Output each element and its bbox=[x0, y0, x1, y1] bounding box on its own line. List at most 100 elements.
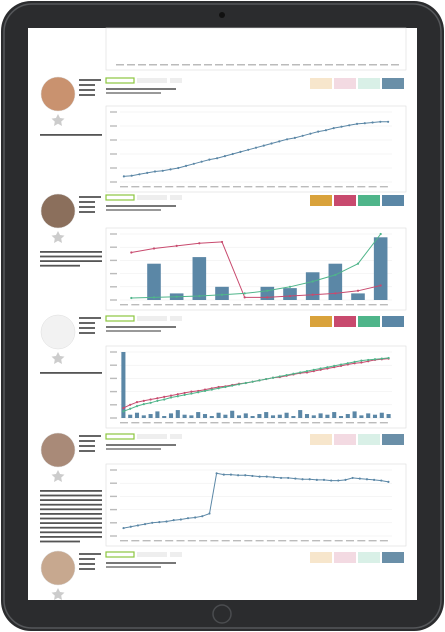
line-point bbox=[293, 136, 296, 139]
x-tick-label-placeholder bbox=[221, 540, 230, 542]
avatar[interactable] bbox=[40, 432, 76, 468]
x-tick-label-placeholder bbox=[244, 422, 253, 424]
axis-label-placeholder bbox=[281, 64, 289, 66]
post-text bbox=[40, 536, 102, 538]
bar bbox=[189, 415, 194, 418]
status-tag[interactable] bbox=[358, 78, 380, 89]
line-point bbox=[251, 474, 254, 478]
y-tick-label-placeholder bbox=[110, 181, 117, 183]
line-point bbox=[317, 130, 320, 133]
post-text bbox=[40, 526, 102, 529]
axis-label-placeholder bbox=[303, 64, 311, 66]
line-point bbox=[379, 284, 382, 287]
x-tick-label-placeholder bbox=[323, 422, 332, 424]
profile-text bbox=[79, 332, 95, 334]
tag bbox=[170, 434, 182, 439]
bar bbox=[121, 352, 126, 418]
y-tick-label-placeholder bbox=[110, 482, 117, 484]
post-text bbox=[40, 372, 102, 374]
line-point bbox=[197, 391, 200, 394]
line-point bbox=[271, 376, 275, 379]
line-point bbox=[203, 389, 207, 393]
profile-text bbox=[79, 553, 101, 555]
line-point bbox=[272, 476, 275, 479]
line-point bbox=[210, 388, 213, 391]
y-tick-label-placeholder bbox=[110, 299, 117, 301]
bar bbox=[128, 414, 133, 418]
bar bbox=[352, 411, 357, 418]
avatar[interactable] bbox=[40, 550, 76, 586]
x-tick-label-placeholder bbox=[153, 540, 162, 542]
line-point bbox=[135, 401, 139, 404]
line-series bbox=[123, 357, 389, 412]
profile-text bbox=[79, 201, 95, 203]
line-point bbox=[351, 476, 354, 480]
status-tag[interactable] bbox=[358, 552, 380, 563]
x-tick-label-placeholder bbox=[210, 304, 219, 306]
x-tick-label-placeholder bbox=[368, 186, 377, 188]
line-point bbox=[190, 390, 193, 393]
line-point bbox=[319, 367, 322, 370]
y-tick-label-placeholder bbox=[110, 495, 117, 498]
home-button[interactable] bbox=[212, 604, 232, 624]
bar bbox=[155, 411, 160, 418]
line-point bbox=[344, 478, 347, 481]
status-tag[interactable] bbox=[334, 195, 356, 206]
status-tag[interactable] bbox=[310, 195, 332, 206]
x-tick-label-placeholder bbox=[266, 422, 275, 424]
line-point bbox=[223, 155, 227, 158]
x-tick-label-placeholder bbox=[142, 540, 151, 542]
status-tag[interactable] bbox=[334, 78, 356, 89]
line-point bbox=[129, 525, 132, 528]
avatar[interactable] bbox=[40, 193, 76, 229]
profile-text bbox=[79, 211, 95, 213]
status-tag[interactable] bbox=[334, 316, 356, 327]
caption-text bbox=[106, 326, 176, 328]
line-point bbox=[243, 296, 246, 299]
profile-text bbox=[79, 440, 95, 442]
axis-label-placeholder bbox=[193, 64, 201, 66]
status-tag[interactable] bbox=[382, 78, 404, 89]
line-point bbox=[356, 262, 360, 265]
line-point bbox=[142, 399, 145, 402]
x-tick-label-placeholder bbox=[233, 304, 241, 306]
status-tag[interactable] bbox=[382, 316, 404, 327]
status-tag[interactable] bbox=[382, 195, 404, 206]
y-tick-label-placeholder bbox=[110, 535, 117, 537]
line-point bbox=[266, 289, 269, 292]
status-tag[interactable] bbox=[358, 195, 380, 206]
status-tag[interactable] bbox=[310, 552, 332, 563]
tag bbox=[170, 552, 182, 557]
x-tick-label-placeholder bbox=[187, 422, 196, 424]
status-tag[interactable] bbox=[334, 552, 356, 563]
x-tick-label-placeholder bbox=[300, 540, 309, 542]
x-tick-label-placeholder bbox=[131, 422, 140, 424]
x-tick-label-placeholder bbox=[187, 304, 196, 306]
status-tag[interactable] bbox=[334, 434, 356, 445]
status-tag[interactable] bbox=[358, 434, 380, 445]
y-tick-label-placeholder bbox=[110, 153, 117, 155]
x-tick-label-placeholder bbox=[210, 422, 219, 424]
status-tag[interactable] bbox=[310, 434, 332, 445]
status-tag[interactable] bbox=[358, 316, 380, 327]
y-tick-label-placeholder bbox=[110, 286, 117, 288]
line-point bbox=[333, 364, 336, 367]
post-text bbox=[40, 513, 102, 515]
x-tick-label-placeholder bbox=[379, 186, 388, 188]
avatar[interactable] bbox=[40, 314, 76, 350]
avatar[interactable] bbox=[40, 76, 76, 112]
line-series bbox=[131, 241, 381, 298]
bar bbox=[209, 416, 214, 418]
line-point bbox=[334, 292, 337, 295]
status-tag[interactable] bbox=[310, 78, 332, 89]
status-tag[interactable] bbox=[382, 552, 404, 563]
star-icon bbox=[51, 352, 65, 364]
bar bbox=[162, 416, 167, 418]
line-point bbox=[360, 359, 363, 362]
line-point bbox=[365, 478, 369, 481]
x-tick-label-placeholder bbox=[312, 422, 321, 424]
status-tag[interactable] bbox=[382, 434, 404, 445]
status-tag[interactable] bbox=[310, 316, 332, 327]
axis-label-placeholder bbox=[314, 64, 322, 66]
tag bbox=[137, 78, 167, 83]
